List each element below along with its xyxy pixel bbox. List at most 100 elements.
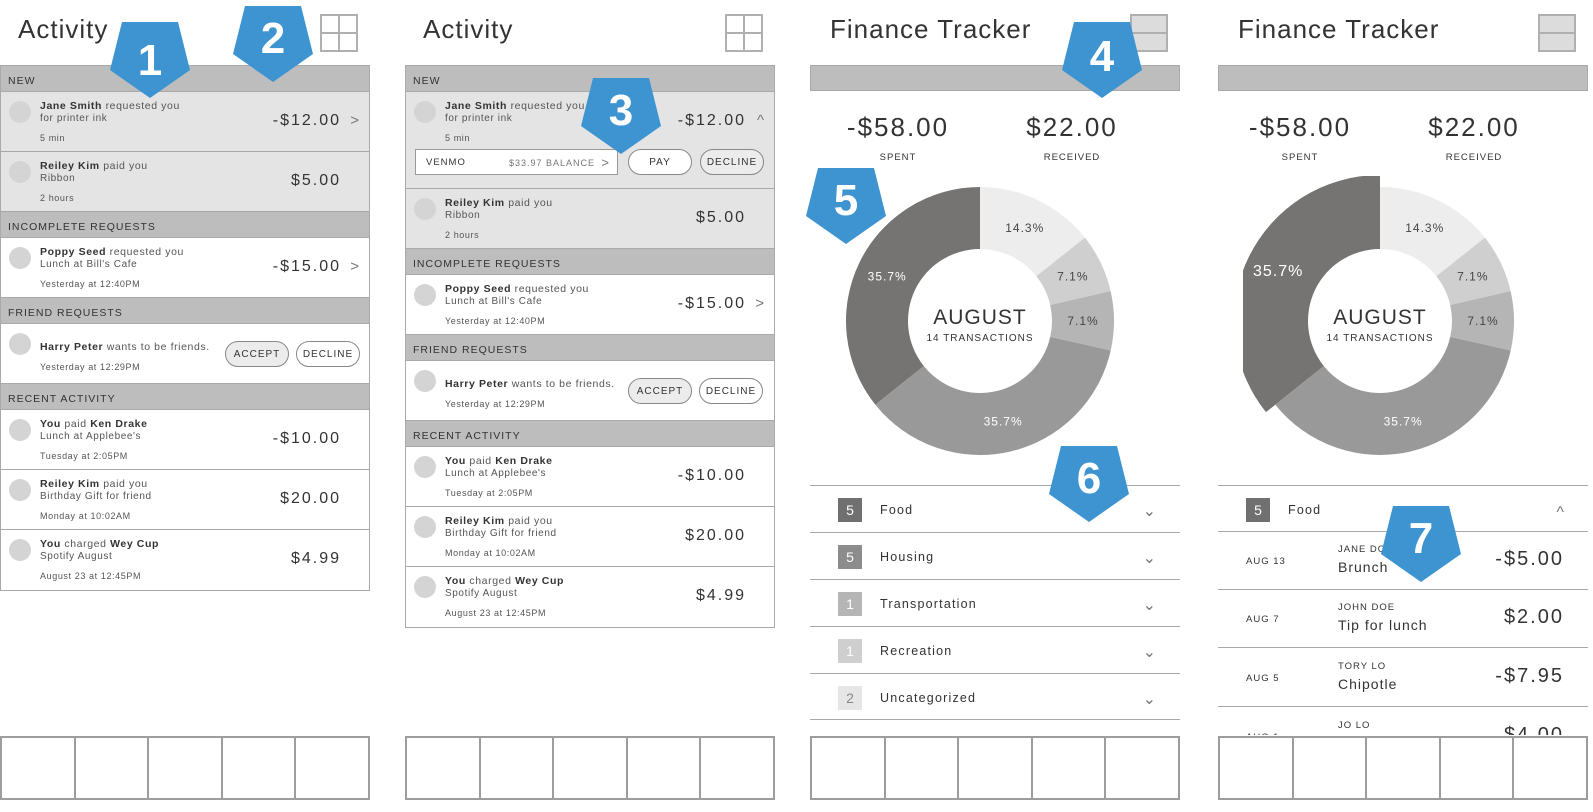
- category-row-transportation[interactable]: 1 Transportation ⌄: [810, 579, 1180, 626]
- tab-2[interactable]: [886, 738, 960, 798]
- txn-date: AUG 1: [1246, 732, 1280, 735]
- donut-slice[interactable]: [875, 336, 1111, 455]
- accept-button[interactable]: ACCEPT: [628, 378, 692, 404]
- chevron-up-icon[interactable]: ^: [756, 112, 764, 129]
- spending-donut-chart-selected[interactable]: 14.3% 7.1% 7.1% 35.7% 35.7% AUGUST 14 TRANSA…: [1243, 176, 1543, 476]
- chevron-down-icon[interactable]: ⌄: [1142, 550, 1156, 567]
- donut-slice[interactable]: [1243, 176, 1380, 413]
- donut-slice[interactable]: [980, 187, 1085, 277]
- donut-slice[interactable]: [1036, 237, 1111, 305]
- chevron-right-icon[interactable]: >: [350, 112, 359, 129]
- annotation-marker-7: 7: [1381, 506, 1461, 586]
- list-item[interactable]: Reiley Kim paid you Birthday Gift for fr…: [406, 507, 774, 567]
- txn-date: AUG 7: [1246, 614, 1280, 625]
- tab-3[interactable]: [149, 738, 223, 798]
- item-time: Monday at 10:02AM: [40, 511, 131, 521]
- person-name: Ken Drake: [90, 418, 148, 430]
- list-item[interactable]: Poppy Seed requested you Lunch at Bill's…: [406, 275, 774, 335]
- list-item[interactable]: Reiley Kim paid you Ribbon 2 hours $5.00: [406, 189, 774, 249]
- chevron-right-icon[interactable]: >: [755, 295, 764, 312]
- tab-5[interactable]: [1106, 738, 1178, 798]
- donut-slice[interactable]: [1450, 291, 1514, 351]
- spending-donut-chart[interactable]: 14.3% 7.1% 7.1% 35.7% 35.7% AUGUST 14 TRANSA…: [845, 176, 1145, 476]
- tab-5[interactable]: [1514, 738, 1586, 798]
- list-item[interactable]: Jane Smith requested you for printer ink…: [1, 92, 369, 152]
- action-verb: paid: [469, 455, 492, 467]
- grid-view-icon[interactable]: [320, 14, 358, 52]
- chevron-up-icon[interactable]: ^: [1556, 504, 1564, 521]
- category-row-uncategorized[interactable]: 2 Uncategorized ⌄: [810, 673, 1180, 720]
- list-item-expanded[interactable]: Jane Smith requested you for printer ink…: [406, 92, 774, 189]
- chevron-down-icon[interactable]: ⌄: [1142, 503, 1156, 520]
- decline-button[interactable]: DECLINE: [699, 378, 763, 404]
- item-time: 2 hours: [445, 230, 480, 240]
- txn-description: Tip for lunch: [1338, 617, 1428, 633]
- grid-view-icon[interactable]: [725, 14, 763, 52]
- transaction-row[interactable]: AUG 1 JO LO $4.00: [1218, 708, 1588, 735]
- tab-5[interactable]: [701, 738, 773, 798]
- tab-2[interactable]: [76, 738, 150, 798]
- item-amount: -$15.00: [677, 295, 746, 312]
- tab-4[interactable]: [223, 738, 297, 798]
- item-note: Lunch at Applebee's: [40, 431, 142, 442]
- tab-3[interactable]: [1367, 738, 1441, 798]
- list-view-icon[interactable]: [1538, 14, 1576, 52]
- chevron-down-icon[interactable]: ⌄: [1142, 644, 1156, 661]
- list-item: Harry Peter wants to be friends. Yesterd…: [1, 324, 369, 384]
- tab-1[interactable]: [1220, 738, 1294, 798]
- list-item[interactable]: You charged Wey Cup Spotify August Augus…: [1, 530, 369, 590]
- category-count: 5: [838, 545, 862, 569]
- action-verb: wants to be friends.: [511, 378, 615, 390]
- decline-button[interactable]: DECLINE: [700, 149, 764, 175]
- item-note: Birthday Gift for friend: [445, 528, 557, 539]
- item-amount: $5.00: [290, 172, 341, 189]
- transaction-row[interactable]: AUG 5 TORY LO Chipotle -$7.95: [1218, 649, 1588, 707]
- chevron-down-icon[interactable]: ⌄: [1142, 597, 1156, 614]
- tab-1[interactable]: [812, 738, 886, 798]
- tab-1[interactable]: [407, 738, 481, 798]
- tab-4[interactable]: [1033, 738, 1107, 798]
- list-item[interactable]: You charged Wey Cup Spotify August Augus…: [406, 567, 774, 627]
- tab-3[interactable]: [554, 738, 628, 798]
- action-verb: charged: [64, 538, 107, 550]
- list-view-icon[interactable]: [1130, 14, 1168, 52]
- tab-2[interactable]: [1294, 738, 1368, 798]
- tab-3[interactable]: [959, 738, 1033, 798]
- person-name: Reiley Kim: [445, 197, 505, 209]
- transaction-row[interactable]: AUG 7 JOHN DOE Tip for lunch $2.00: [1218, 590, 1588, 648]
- category-name: Transportation: [880, 597, 977, 611]
- donut-slice[interactable]: [1050, 291, 1114, 351]
- chevron-right-icon[interactable]: >: [350, 258, 359, 275]
- list-item[interactable]: Reiley Kim paid you Birthday Gift for fr…: [1, 470, 369, 530]
- payment-method-select[interactable]: VENMO $33.97 BALANCE >: [415, 149, 618, 175]
- accept-button[interactable]: ACCEPT: [225, 341, 289, 367]
- donut-slice[interactable]: [1275, 336, 1511, 455]
- list-item[interactable]: You paid Ken Drake Lunch at Applebee's T…: [1, 410, 369, 470]
- category-row-housing[interactable]: 5 Housing ⌄: [810, 532, 1180, 579]
- item-time: Monday at 10:02AM: [445, 548, 536, 558]
- list-item[interactable]: Reiley Kim paid you Ribbon 2 hours $5.00: [1, 152, 369, 212]
- tab-5[interactable]: [296, 738, 368, 798]
- category-row-food[interactable]: 5 Food ⌄: [810, 485, 1180, 532]
- tab-2[interactable]: [481, 738, 555, 798]
- filter-bar[interactable]: [1218, 65, 1588, 91]
- donut-slice[interactable]: [1380, 187, 1485, 277]
- category-row-food-expanded[interactable]: 5 Food ^: [1218, 485, 1588, 532]
- section-friend: FRIEND REQUESTS: [406, 335, 774, 361]
- avatar: [9, 539, 31, 561]
- tab-4[interactable]: [628, 738, 702, 798]
- chevron-down-icon[interactable]: ⌄: [1142, 691, 1156, 708]
- decline-button[interactable]: DECLINE: [296, 341, 360, 367]
- donut-slice[interactable]: [846, 187, 980, 405]
- avatar: [414, 456, 436, 478]
- tab-bar: [0, 736, 370, 800]
- list-item[interactable]: You paid Ken Drake Lunch at Applebee's T…: [406, 447, 774, 507]
- pay-button[interactable]: PAY: [628, 149, 692, 175]
- transaction-row[interactable]: AUG 13 JANE DOE Brunch -$5.00: [1218, 532, 1588, 590]
- annotation-marker-2: 2: [233, 6, 313, 86]
- tab-4[interactable]: [1441, 738, 1515, 798]
- donut-slice[interactable]: [1436, 237, 1511, 305]
- category-row-recreation[interactable]: 1 Recreation ⌄: [810, 626, 1180, 673]
- list-item[interactable]: Poppy Seed requested you Lunch at Bill's…: [1, 238, 369, 298]
- tab-1[interactable]: [2, 738, 76, 798]
